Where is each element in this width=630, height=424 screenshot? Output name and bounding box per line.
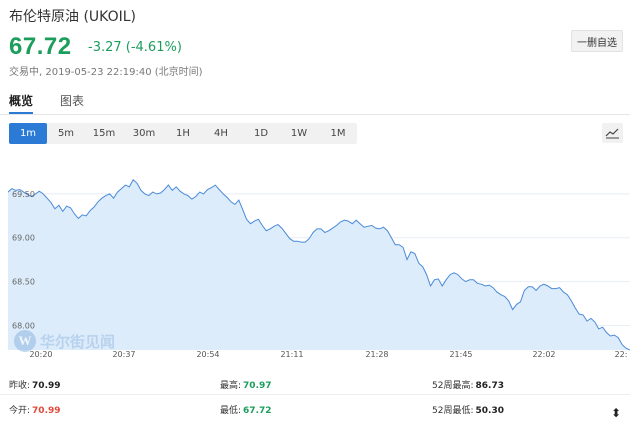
period-1m[interactable]: 1m <box>9 123 47 144</box>
x-tick-label: 21:28 <box>365 350 388 359</box>
stats-divider <box>0 394 630 395</box>
current-price: 67.72 <box>9 33 72 60</box>
stat-low-value: 67.72 <box>243 406 272 416</box>
trading-status: 交易中, 2019-05-23 22:19:40 (北京时间) <box>9 67 203 78</box>
stat-52w-low: 52周最低: 50.30 <box>432 403 504 416</box>
stat-prev-close-label: 昨收: <box>9 381 31 391</box>
price-chart-svg: 69.50 69.00 68.50 68.00 20:20 20:37 20:54 21:1… <box>7 179 630 359</box>
stat-52w-high-value: 86.73 <box>475 381 504 391</box>
tab-overview[interactable]: 概览 <box>9 94 34 114</box>
period-1h[interactable]: 1H <box>176 128 190 139</box>
stat-52w-high: 52周最高: 86.73 <box>432 378 504 391</box>
stat-open-value: 70.99 <box>32 406 61 416</box>
x-tick-label: 20:54 <box>196 350 219 359</box>
tabs-divider <box>0 114 630 115</box>
x-tick-label: 21:11 <box>280 350 303 359</box>
y-tick-label: 68.00 <box>12 321 35 330</box>
tab-chart[interactable]: 图表 <box>60 94 85 108</box>
stat-high-value: 70.97 <box>243 381 272 391</box>
y-tick-label: 69.50 <box>12 190 35 199</box>
stat-open: 今开: 70.99 <box>9 403 61 416</box>
price-chart[interactable]: 69.50 69.00 68.50 68.00 20:20 20:37 20:54 21:1… <box>7 150 630 366</box>
instrument-title: 布伦特原油 (UKOIL) <box>9 9 136 25</box>
period-selector: 1m 5m 15m 30m 1H 4H 1D 1W 1M <box>9 123 357 144</box>
x-tick-label: 22:02 <box>532 350 555 359</box>
diamond-arrows-icon[interactable]: ⬍ <box>611 406 622 420</box>
line-chart-icon <box>605 128 619 139</box>
watermark: W 华尔街见闻 <box>14 330 115 352</box>
stat-low: 最低: 67.72 <box>220 403 272 416</box>
remove-watchlist-button[interactable]: 一删自选 <box>571 30 623 52</box>
stat-52w-high-label: 52周最高: <box>432 381 474 391</box>
price-area <box>8 179 630 350</box>
price-change: -3.27 (-4.61%) <box>88 40 182 55</box>
period-1w[interactable]: 1W <box>290 128 308 139</box>
stat-high: 最高: 70.97 <box>220 378 272 391</box>
period-1d[interactable]: 1D <box>253 128 269 139</box>
period-15m[interactable]: 15m <box>92 128 116 139</box>
y-tick-label: 69.00 <box>12 234 35 243</box>
x-tick-label: 22: <box>615 350 628 359</box>
period-4h[interactable]: 4H <box>214 128 228 139</box>
price-line <box>7 179 630 351</box>
stat-low-label: 最低: <box>220 406 242 416</box>
watermark-logo-icon: W <box>14 330 36 352</box>
period-1mo[interactable]: 1M <box>330 128 346 139</box>
stat-prev-close: 昨收: 70.99 <box>9 378 61 391</box>
period-30m[interactable]: 30m <box>132 128 156 139</box>
stat-high-label: 最高: <box>220 381 242 391</box>
period-5m[interactable]: 5m <box>57 128 75 139</box>
watermark-text: 华尔街见闻 <box>40 332 116 351</box>
stats-panel: 昨收: 70.99 最高: 70.97 52周最高: 86.73 今开: 70.99 最… <box>0 370 630 424</box>
x-tick-label: 20:20 <box>29 350 52 359</box>
stat-prev-close-value: 70.99 <box>32 381 61 391</box>
x-tick-label: 20:37 <box>112 350 135 359</box>
x-tick-label: 21:45 <box>449 350 472 359</box>
stat-open-label: 今开: <box>9 406 31 416</box>
chart-type-button[interactable] <box>602 123 623 143</box>
y-tick-label: 68.50 <box>12 278 35 287</box>
stat-52w-low-label: 52周最低: <box>432 406 474 416</box>
stat-52w-low-value: 50.30 <box>475 406 504 416</box>
